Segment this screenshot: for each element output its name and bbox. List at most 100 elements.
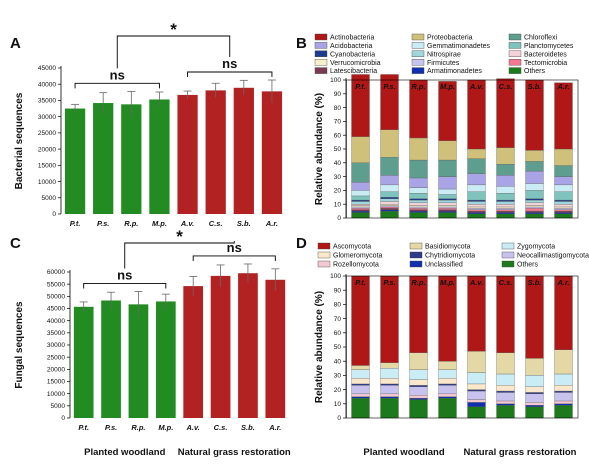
panel-D-seg-rozellomycota-6	[525, 402, 544, 406]
panel-B-seg-nitrospirae-5	[496, 201, 515, 205]
panel-D-y-axis-title: Relative abundance (%)	[314, 291, 325, 403]
panel-B-legend-swatch-6	[314, 50, 328, 57]
panel-D-seg-others-5	[496, 405, 515, 419]
panel-D-seg-chytridiomycota-0	[351, 383, 370, 386]
panel-D-seg-glomeromycota-0	[351, 378, 370, 385]
panel-D-y-tick-label-6: 60	[334, 330, 342, 337]
panel-B-seg-cyanobacteria-1	[380, 197, 399, 199]
panel-A-x-label-7: A.r.	[265, 219, 278, 228]
panel-B-seg-verrucomicrobia-6	[525, 205, 544, 208]
panel-A-bar-7	[261, 91, 283, 214]
panel-D-legend-swatch-7	[409, 260, 423, 268]
panel-B-legend-swatch-3	[314, 42, 328, 49]
panel-D-seg-ascomycota-6	[525, 275, 544, 359]
panel-D-seg-rozellomycota-7	[554, 400, 573, 404]
panel-B-seg-acidobacteria-6	[525, 170, 544, 184]
panel-D-y-tick-label-3: 30	[334, 373, 342, 380]
panel-C-bracket-right	[192, 255, 276, 261]
panel-B-seg-tectomicrobia-3	[438, 208, 457, 210]
panel-D-seg-others-4	[467, 406, 486, 419]
panel-D-y-tick-label-1: 10	[334, 401, 342, 408]
panel-B-seg-latescibacteria-1	[380, 208, 399, 210]
panel-B-seg-nitrospirae-6	[525, 199, 544, 203]
panel-A-bar-1	[93, 103, 114, 214]
panel-B-seg-bacteroidetes-6	[525, 202, 544, 206]
panel-C-x-label-5: C.s.	[214, 423, 228, 432]
panel-B-seg-actinobacteria-5	[496, 78, 515, 148]
panel-B-seg-armatimonadetes-6	[525, 212, 544, 215]
panel-D-seg-glomeromycota-2	[409, 379, 428, 386]
panel-A-bracket-right	[187, 71, 273, 78]
panel-C-x-label-2: R.p.	[131, 423, 145, 432]
panel-B-seg-verrucomicrobia-2	[409, 205, 428, 208]
panel-D-seg-unclassified-5	[496, 403, 515, 406]
panel-B-seg-armatimonadetes-4	[467, 212, 486, 215]
panel-D-seg-zygomycota-5	[496, 373, 515, 386]
panel-C-y-tick-label-11: 55000	[47, 281, 65, 288]
panel-A-y-tick-label-5: 25000	[38, 130, 56, 137]
panel-B-seg-proteobacteria-3	[438, 140, 457, 161]
panel-D-seg-zygomycota-3	[438, 369, 457, 379]
panel-B-top-label-3: M.p.	[440, 82, 455, 91]
panel-C-y-tick-label-7: 35000	[47, 330, 65, 337]
panel-B-seg-firmicutes-3	[438, 206, 457, 209]
panel-C-y-tick-label-10: 50000	[47, 294, 65, 301]
panel-D-seg-neocallimastigomycota-4	[467, 390, 486, 400]
panel-B-top-label-6: S.b.	[528, 82, 542, 91]
panel-B-seg-firmicutes-4	[467, 208, 486, 210]
panel-B-seg-latescibacteria-5	[496, 210, 515, 213]
panel-C-sig-left: ns	[117, 267, 132, 282]
panel-D-seg-ascomycota-3	[438, 275, 457, 362]
panel-D-letter: D	[296, 235, 307, 252]
panel-C-bracket-left	[83, 283, 167, 289]
panel-B-seg-chloroflexi-7	[554, 165, 573, 177]
panel-D-seg-glomeromycota-5	[496, 385, 515, 392]
panel-B-legend-label-3: Acidobacteria	[330, 43, 373, 50]
panel-B-y-tick-label-5: 50	[334, 146, 342, 153]
panel-B-seg-nitrospirae-7	[554, 201, 573, 205]
panel-C-x-label-3: M.p.	[158, 423, 173, 432]
panel-B-seg-armatimonadetes-0	[351, 210, 370, 213]
panel-B-seg-gemmatimonadetes-6	[525, 183, 544, 191]
panel-B-seg-proteobacteria-0	[351, 136, 370, 163]
panel-B-seg-others-4	[467, 213, 486, 219]
panel-C-bar-2	[128, 304, 149, 418]
panel-D-group-label-0: Planted woodland	[363, 447, 444, 458]
panel-B-legend-label-13: Armatimonadetes	[427, 68, 482, 75]
panel-B-seg-cyanobacteria-2	[409, 198, 428, 201]
panel-D-legend-swatch-8	[501, 260, 515, 268]
panel-A-x-label-3: M.p.	[152, 219, 167, 228]
panel-B-seg-tectomicrobia-4	[467, 209, 486, 212]
panel-B-seg-nitrospirae-2	[409, 199, 428, 203]
panel-C-group-label-1: Natural grass restoration	[178, 447, 291, 458]
panel-D-legend-swatch-2	[501, 242, 515, 250]
panel-C-y-tick-label-4: 20000	[47, 367, 65, 374]
panel-B-seg-bacteroidetes-2	[409, 202, 428, 206]
panel-D-seg-ascomycota-2	[409, 275, 428, 353]
panel-C-bar-0	[73, 306, 94, 418]
panel-B-letter: B	[296, 35, 307, 52]
panel-B-seg-bacteroidetes-5	[496, 204, 515, 208]
panel-D-seg-others-2	[409, 399, 428, 419]
panel-D-group-label-1: Natural grass restoration	[464, 447, 577, 458]
panel-B-seg-verrucomicrobia-1	[380, 204, 399, 206]
panel-D-seg-ascomycota-5	[496, 275, 515, 353]
panel-B-seg-firmicutes-7	[554, 208, 573, 210]
panel-C-x-label-1: P.s.	[105, 423, 117, 432]
panel-B-seg-planctomycetes-7	[554, 191, 573, 201]
panel-B-y-tick-label-8: 80	[334, 105, 342, 112]
panel-B-legend-swatch-0	[314, 33, 328, 41]
panel-B-seg-firmicutes-0	[351, 206, 370, 209]
panel-B-seg-actinobacteria-1	[380, 74, 399, 130]
panel-B-seg-proteobacteria-6	[525, 150, 544, 162]
panel-B-seg-acidobacteria-1	[380, 175, 399, 186]
panel-D-top-label-2: R.p.	[411, 278, 425, 287]
panel-B-seg-planctomycetes-5	[496, 193, 515, 201]
panel-B-seg-firmicutes-2	[409, 206, 428, 209]
panel-D-y-tick-label-9: 90	[334, 287, 342, 294]
panel-B-seg-nitrospirae-1	[380, 198, 399, 202]
panel-B-seg-chloroflexi-1	[380, 157, 399, 176]
panel-B-legend-swatch-10	[411, 59, 425, 66]
